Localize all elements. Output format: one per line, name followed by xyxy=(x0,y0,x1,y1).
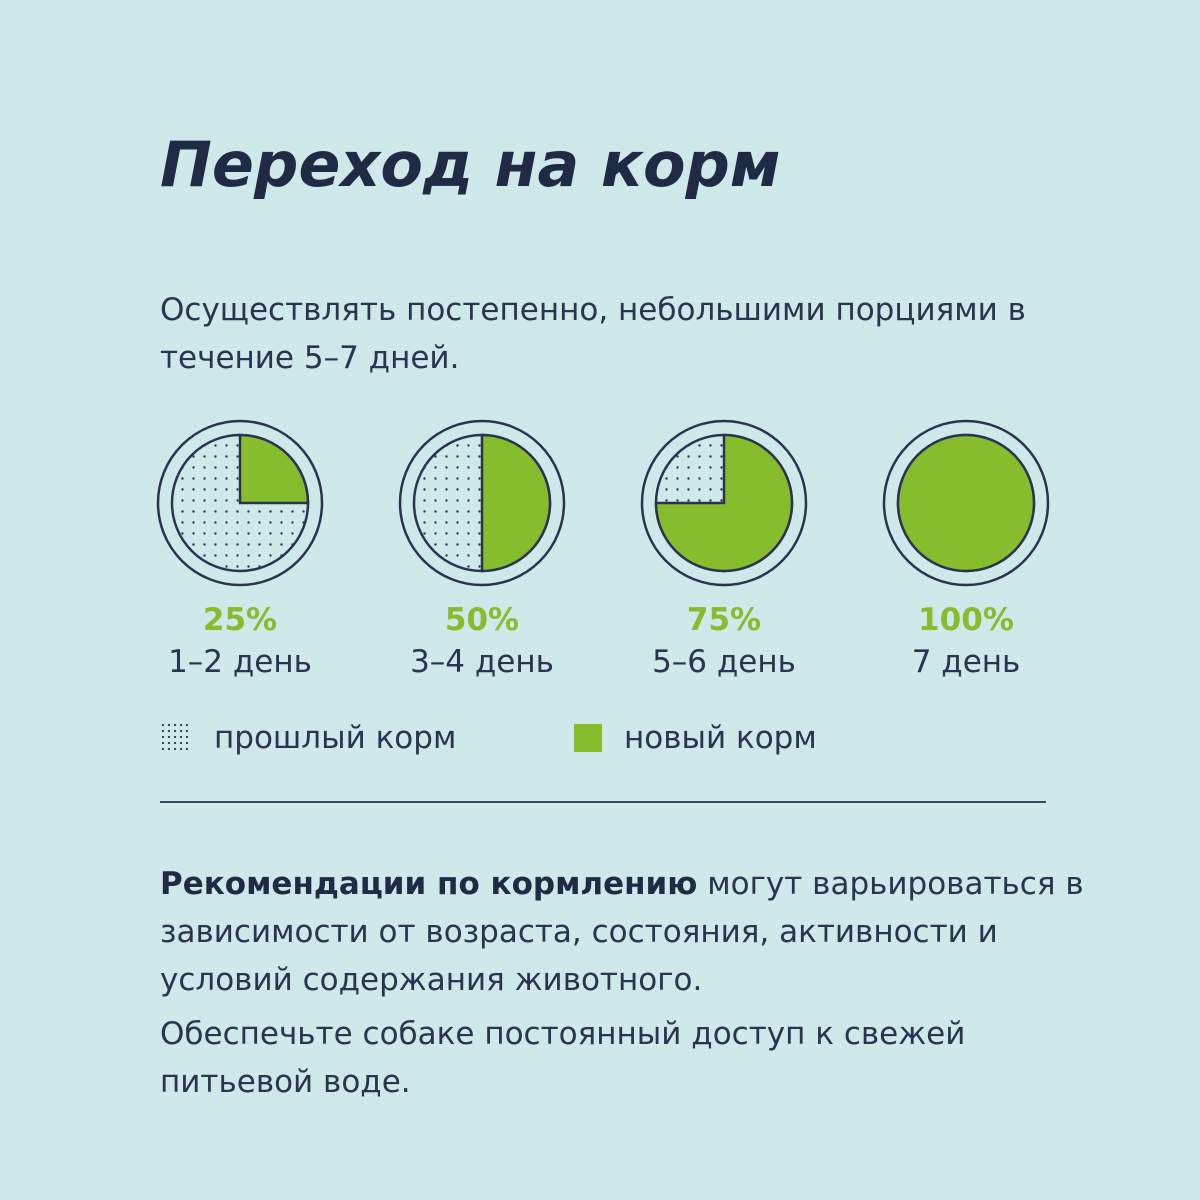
step-percent: 75% xyxy=(686,602,762,638)
water-note: Обеспечьте собаке постоянный доступ к св… xyxy=(160,1016,966,1100)
pie-chart-icon xyxy=(882,419,1050,587)
pie-outer-ring xyxy=(156,419,324,587)
step-days: 7 день xyxy=(911,644,1021,680)
pie-outer-ring xyxy=(398,419,566,587)
legend-old-food: прошлый корм xyxy=(160,720,456,756)
pie-chart-icon xyxy=(398,419,566,587)
intro-text: Осуществлять постепенно, небольшими порц… xyxy=(160,292,1026,376)
recommendation-rest: могут варьироваться в зависимости от воз… xyxy=(160,866,1084,998)
legend-new-food: новый корм xyxy=(574,720,817,756)
legend-old-label: прошлый корм xyxy=(214,720,457,756)
recommendation-text: Рекомендации по кормлению могут варьиров… xyxy=(160,860,1100,1004)
step-days: 1–2 день xyxy=(168,644,312,680)
transition-steps: 25% 1–2 день 50% 3–4 день 75% 5–6 день 1… xyxy=(0,418,1200,688)
step-percent: 25% xyxy=(202,602,278,638)
pie-new-food-slice xyxy=(896,433,1036,573)
divider xyxy=(160,801,1046,803)
pie-new-food-slice xyxy=(480,433,552,573)
recommendation-bold: Рекомендации по кормлению xyxy=(160,866,698,902)
dotted-square-icon xyxy=(160,722,192,754)
pie-chart-icon xyxy=(640,419,808,587)
step-percent: 50% xyxy=(444,602,520,638)
step-percent: 100% xyxy=(918,602,1014,638)
pie-new-food-slice xyxy=(238,433,310,505)
step-3: 75% 5–6 день xyxy=(624,418,824,684)
green-square-icon xyxy=(574,724,602,752)
step-days: 5–6 день xyxy=(652,644,796,680)
pie-chart-icon xyxy=(156,419,324,587)
pie-outer-ring xyxy=(882,419,1050,587)
step-2: 50% 3–4 день xyxy=(382,418,582,684)
step-4: 100% 7 день xyxy=(866,418,1066,684)
page-title: Переход на корм xyxy=(160,128,781,201)
step-days: 3–4 день xyxy=(410,644,554,680)
legend: прошлый корм новый корм xyxy=(160,720,1060,760)
legend-new-label: новый корм xyxy=(624,720,817,756)
pie-outer-ring xyxy=(640,419,808,587)
pie-new-food-slice xyxy=(654,433,794,573)
step-1: 25% 1–2 день xyxy=(140,418,340,684)
